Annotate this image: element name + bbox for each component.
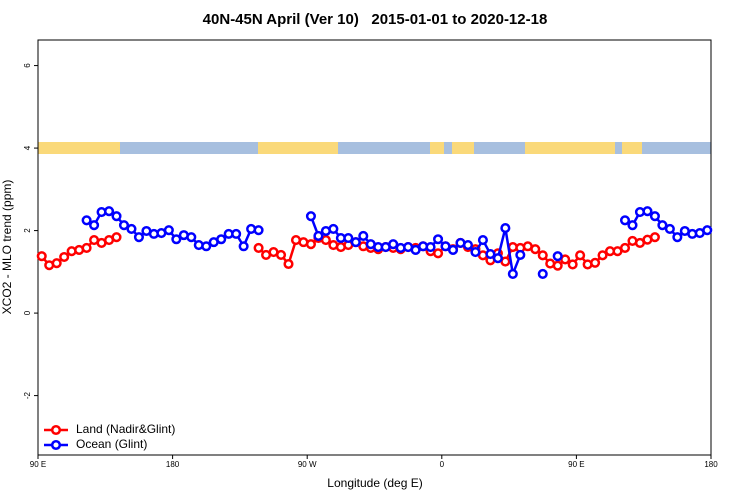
point xyxy=(388,239,399,250)
x-tick-label: 90 E xyxy=(30,460,46,469)
point xyxy=(111,232,122,243)
point xyxy=(702,225,713,236)
point xyxy=(133,232,144,243)
x-axis-label: Longitude (deg E) xyxy=(327,476,422,490)
y-axis-label: XCO2 - MLO trend (ppm) xyxy=(0,180,14,315)
point xyxy=(530,244,541,255)
point xyxy=(350,237,361,248)
legend-label: Ocean (Glint) xyxy=(76,437,147,451)
x-tick-label: 90 W xyxy=(298,460,317,469)
point xyxy=(462,239,474,251)
point xyxy=(231,228,242,239)
x-tick-label: 180 xyxy=(166,460,180,469)
point xyxy=(477,235,488,246)
point xyxy=(672,232,683,243)
point xyxy=(253,242,264,253)
point xyxy=(111,211,122,222)
point xyxy=(537,268,548,279)
point xyxy=(186,232,197,243)
y-tick-label: -2 xyxy=(23,391,32,399)
point xyxy=(552,260,563,271)
y-tick-label: 2 xyxy=(23,228,32,233)
point xyxy=(320,235,331,246)
point xyxy=(81,242,92,253)
point xyxy=(433,248,444,259)
point xyxy=(410,244,421,256)
point xyxy=(440,241,451,252)
point xyxy=(492,253,503,264)
point xyxy=(343,232,354,244)
point xyxy=(507,268,518,279)
point xyxy=(649,232,660,243)
strip-land xyxy=(258,142,338,154)
legend-marker xyxy=(50,424,62,436)
y-tick-label: 0 xyxy=(23,310,32,315)
plot-frame xyxy=(37,39,712,456)
series xyxy=(81,206,713,279)
point xyxy=(103,206,115,217)
point xyxy=(552,251,563,262)
point xyxy=(590,257,601,268)
strip-land xyxy=(525,142,615,154)
y-tick-label: 6 xyxy=(23,63,32,68)
land-ocean-strip xyxy=(38,142,711,154)
point xyxy=(328,223,339,234)
point xyxy=(649,211,660,222)
point xyxy=(433,234,444,245)
point xyxy=(253,225,264,236)
x-tick-label: 90 E xyxy=(568,460,584,469)
point xyxy=(358,230,369,241)
point xyxy=(313,230,324,241)
point xyxy=(425,242,436,253)
point xyxy=(627,220,638,231)
legend-marker xyxy=(50,439,62,451)
point xyxy=(500,223,511,234)
point xyxy=(89,220,100,231)
point xyxy=(305,211,316,222)
strip-land xyxy=(452,142,474,154)
point xyxy=(575,250,586,261)
point xyxy=(657,220,668,231)
point xyxy=(283,258,294,270)
point xyxy=(126,223,137,234)
point xyxy=(642,206,653,217)
strip-land xyxy=(38,142,120,154)
point xyxy=(470,246,481,258)
point xyxy=(238,241,249,252)
legend-label: Land (Nadir&Glint) xyxy=(76,422,175,436)
legend: Land (Nadir&Glint)Ocean (Glint) xyxy=(44,422,175,451)
point xyxy=(59,251,70,263)
point xyxy=(171,234,182,245)
point xyxy=(619,242,631,253)
point xyxy=(597,250,608,261)
point xyxy=(118,220,130,231)
chart-title: 40N-45N April (Ver 10) 2015-01-01 to 202… xyxy=(203,11,548,28)
point xyxy=(36,251,47,262)
point xyxy=(485,249,496,260)
point xyxy=(515,249,526,260)
point xyxy=(664,223,675,234)
point xyxy=(537,250,548,261)
point xyxy=(81,215,92,226)
point xyxy=(619,215,631,226)
x-tick-label: 0 xyxy=(440,460,445,469)
strip-land xyxy=(430,142,444,154)
point xyxy=(163,225,174,236)
point xyxy=(447,244,459,256)
point xyxy=(201,241,212,252)
strip-land xyxy=(622,142,642,154)
x-tick-label: 180 xyxy=(704,460,718,469)
point xyxy=(305,239,316,250)
y-tick-label: 4 xyxy=(23,145,32,150)
point xyxy=(216,234,227,245)
point xyxy=(51,258,62,269)
point xyxy=(275,249,287,260)
point xyxy=(567,259,578,270)
